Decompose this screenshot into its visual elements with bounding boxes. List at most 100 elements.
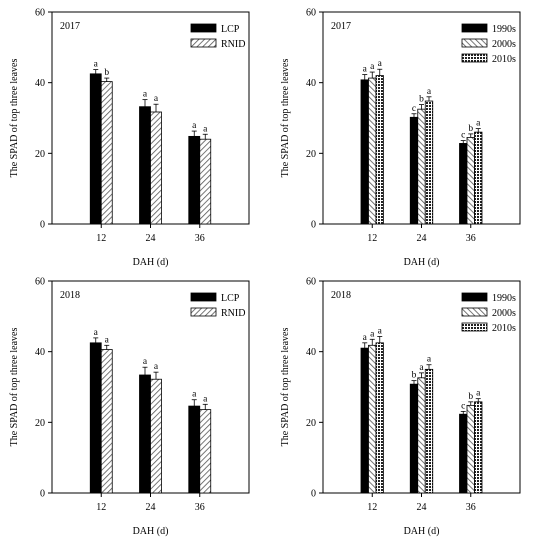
bar [459,413,468,494]
significance-letter: c [461,401,465,411]
bar [188,135,201,225]
bar [424,368,434,494]
significance-letter: a [143,90,148,100]
y-tick-label: 40 [306,347,316,358]
significance-letter: a [363,333,368,343]
legend-swatch [461,292,488,302]
bar [474,131,483,225]
significance-letter: a [203,394,208,404]
y-tick-label: 0 [311,220,316,231]
x-tick-label: 12 [96,233,106,244]
y-tick-label: 20 [35,418,45,429]
legend-entry: 2000s [492,308,516,319]
x-tick-label: 24 [417,502,427,513]
significance-letter: a [143,357,148,367]
legend-entry: 2010s [492,54,516,65]
bar [474,401,483,494]
legend-entry: RNID [221,308,245,319]
bar [424,100,434,225]
y-axis-title: The SPAD of top three leaves [280,328,291,447]
bar [360,79,369,225]
y-tick-label: 20 [35,149,45,160]
significance-letter: a [203,124,208,134]
significance-letter: b [468,124,473,134]
bar [89,73,102,225]
x-tick-label: 36 [466,502,476,513]
significance-letter: a [476,119,481,129]
panel-label: 2017 [331,21,351,32]
y-tick-label: 60 [306,8,316,19]
significance-letter: a [427,87,432,97]
significance-letter: b [412,371,417,381]
panel-label: 2018 [60,290,80,301]
bar [150,111,162,225]
legend-swatch [461,322,488,332]
y-tick-label: 40 [35,347,45,358]
y-tick-label: 60 [35,277,45,288]
significance-letter: a [378,326,383,336]
bar [360,347,369,494]
legend-swatch [190,307,217,317]
x-axis-title: DAH (d) [133,257,169,268]
bar [139,106,151,225]
legend-entry: RNID [221,39,245,50]
bar [375,75,384,225]
legend-swatch [461,53,488,63]
legend-swatch [190,38,217,48]
x-tick-label: 12 [96,502,106,513]
legend-entry: 1990s [492,293,516,304]
bar [466,404,475,494]
significance-letter: b [104,68,109,78]
y-tick-label: 20 [306,418,316,429]
legend-swatch [190,292,217,302]
bar [150,378,162,494]
bar [375,342,384,494]
bar [199,409,212,494]
bar [139,374,151,494]
x-tick-label: 24 [146,502,156,513]
legend-entry: 2000s [492,39,516,50]
panel-label: 2017 [60,21,80,32]
y-tick-label: 60 [306,277,316,288]
bar [199,138,212,225]
significance-letter: a [427,355,432,365]
bar [459,143,468,225]
y-tick-label: 0 [40,489,45,500]
significance-letter: c [412,104,416,114]
significance-letter: b [419,95,424,105]
bar [368,77,377,225]
y-tick-label: 20 [306,149,316,160]
y-tick-label: 40 [306,78,316,89]
significance-letter: a [363,65,368,75]
significance-letter: a [378,59,383,69]
y-axis-title: The SPAD of top three leaves [9,59,20,178]
x-axis-title: DAH (d) [404,257,440,268]
significance-letter: a [94,328,99,338]
significance-letter: a [94,60,99,70]
legend-swatch [461,38,488,48]
bar [368,344,377,494]
bar [409,383,419,494]
legend-swatch [461,23,488,33]
panel-label: 2018 [331,290,351,301]
x-tick-label: 36 [195,502,205,513]
bar [466,137,475,225]
y-axis-title: The SPAD of top three leaves [280,59,291,178]
bar [417,377,426,494]
bar [100,81,113,225]
bar [89,342,102,494]
x-tick-label: 12 [367,233,377,244]
x-axis-title: DAH (d) [133,526,169,537]
significance-letter: b [468,392,473,402]
significance-letter: a [154,94,159,104]
significance-letter: a [105,335,110,345]
bar [188,405,201,494]
x-tick-label: 24 [146,233,156,244]
legend-entry: LCP [221,24,240,35]
x-tick-label: 12 [367,502,377,513]
significance-letter: a [370,62,375,72]
